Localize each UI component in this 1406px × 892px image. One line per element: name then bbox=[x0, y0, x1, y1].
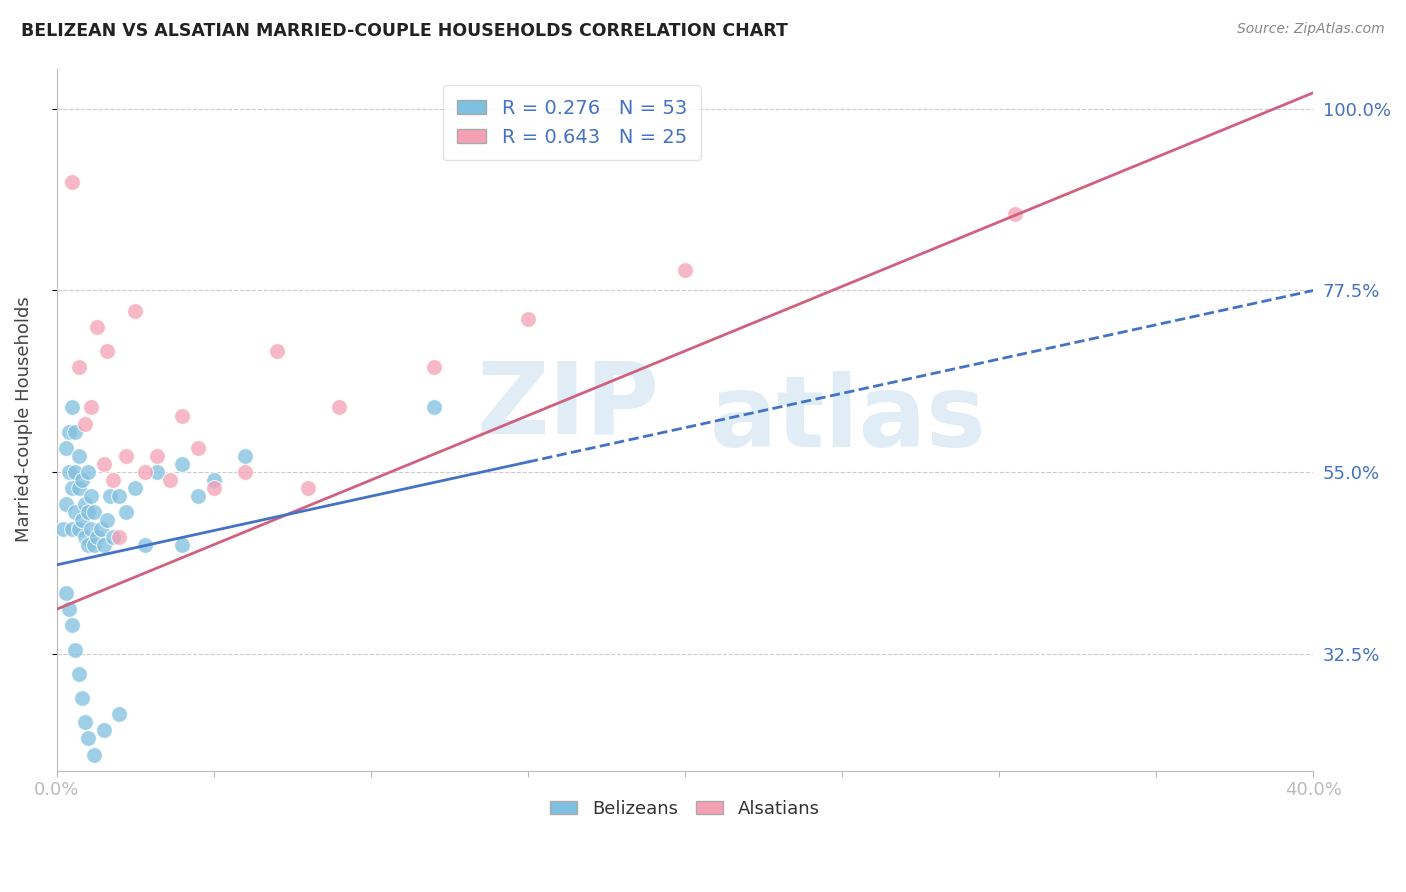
Point bbox=[60, 401, 83, 415]
Point bbox=[73, 497, 96, 511]
Point bbox=[233, 465, 256, 479]
Point bbox=[65, 425, 87, 439]
Point bbox=[70, 691, 93, 706]
Point bbox=[67, 449, 90, 463]
Point bbox=[114, 449, 136, 463]
Point bbox=[86, 319, 108, 334]
Text: Source: ZipAtlas.com: Source: ZipAtlas.com bbox=[1237, 22, 1385, 37]
Text: BELIZEAN VS ALSATIAN MARRIED-COUPLE HOUSEHOLDS CORRELATION CHART: BELIZEAN VS ALSATIAN MARRIED-COUPLE HOUS… bbox=[21, 22, 787, 40]
Point bbox=[124, 303, 146, 318]
Point bbox=[266, 344, 288, 359]
Point bbox=[65, 465, 87, 479]
Point bbox=[108, 530, 131, 544]
Point bbox=[516, 311, 538, 326]
Point bbox=[146, 449, 169, 463]
Point bbox=[67, 481, 90, 495]
Point bbox=[108, 489, 131, 503]
Point bbox=[93, 538, 115, 552]
Point bbox=[134, 465, 156, 479]
Point bbox=[77, 731, 100, 746]
Point bbox=[60, 481, 83, 495]
Point bbox=[77, 505, 100, 519]
Point bbox=[124, 481, 146, 495]
Point bbox=[101, 530, 124, 544]
Point bbox=[172, 457, 194, 471]
Point bbox=[1004, 207, 1026, 221]
Point bbox=[673, 263, 696, 277]
Point bbox=[73, 715, 96, 730]
Point bbox=[134, 538, 156, 552]
Point bbox=[73, 530, 96, 544]
Point bbox=[60, 174, 83, 188]
Point bbox=[96, 514, 118, 528]
Point bbox=[70, 473, 93, 487]
Point bbox=[65, 505, 87, 519]
Point bbox=[93, 457, 115, 471]
Point bbox=[172, 538, 194, 552]
Point bbox=[187, 489, 209, 503]
Point bbox=[80, 401, 103, 415]
Point bbox=[187, 441, 209, 455]
Point bbox=[233, 449, 256, 463]
Point bbox=[67, 522, 90, 536]
Point bbox=[159, 473, 181, 487]
Text: ZIP: ZIP bbox=[477, 357, 659, 454]
Point bbox=[101, 473, 124, 487]
Point bbox=[202, 473, 225, 487]
Point bbox=[80, 489, 103, 503]
Point bbox=[90, 522, 112, 536]
Point bbox=[96, 344, 118, 359]
Point bbox=[55, 497, 77, 511]
Point bbox=[93, 723, 115, 738]
Point bbox=[55, 441, 77, 455]
Point bbox=[83, 538, 105, 552]
Point bbox=[58, 465, 80, 479]
Point bbox=[77, 538, 100, 552]
Point bbox=[65, 642, 87, 657]
Point bbox=[55, 586, 77, 600]
Point bbox=[60, 522, 83, 536]
Text: atlas: atlas bbox=[710, 371, 987, 468]
Legend: Belizeans, Alsatians: Belizeans, Alsatians bbox=[543, 792, 827, 825]
Point bbox=[83, 505, 105, 519]
Point bbox=[58, 425, 80, 439]
Point bbox=[114, 505, 136, 519]
Point bbox=[328, 401, 350, 415]
Point bbox=[86, 530, 108, 544]
Point bbox=[70, 514, 93, 528]
Point bbox=[98, 489, 121, 503]
Point bbox=[67, 666, 90, 681]
Point bbox=[108, 707, 131, 722]
Point bbox=[52, 522, 75, 536]
Point bbox=[67, 360, 90, 375]
Point bbox=[297, 481, 319, 495]
Point bbox=[60, 618, 83, 632]
Point bbox=[73, 417, 96, 431]
Point bbox=[172, 409, 194, 423]
Point bbox=[202, 481, 225, 495]
Point bbox=[58, 602, 80, 616]
Y-axis label: Married-couple Households: Married-couple Households bbox=[15, 297, 32, 542]
Point bbox=[422, 360, 444, 375]
Point bbox=[146, 465, 169, 479]
Point bbox=[422, 401, 444, 415]
Point bbox=[77, 465, 100, 479]
Point bbox=[83, 747, 105, 762]
Point bbox=[80, 522, 103, 536]
